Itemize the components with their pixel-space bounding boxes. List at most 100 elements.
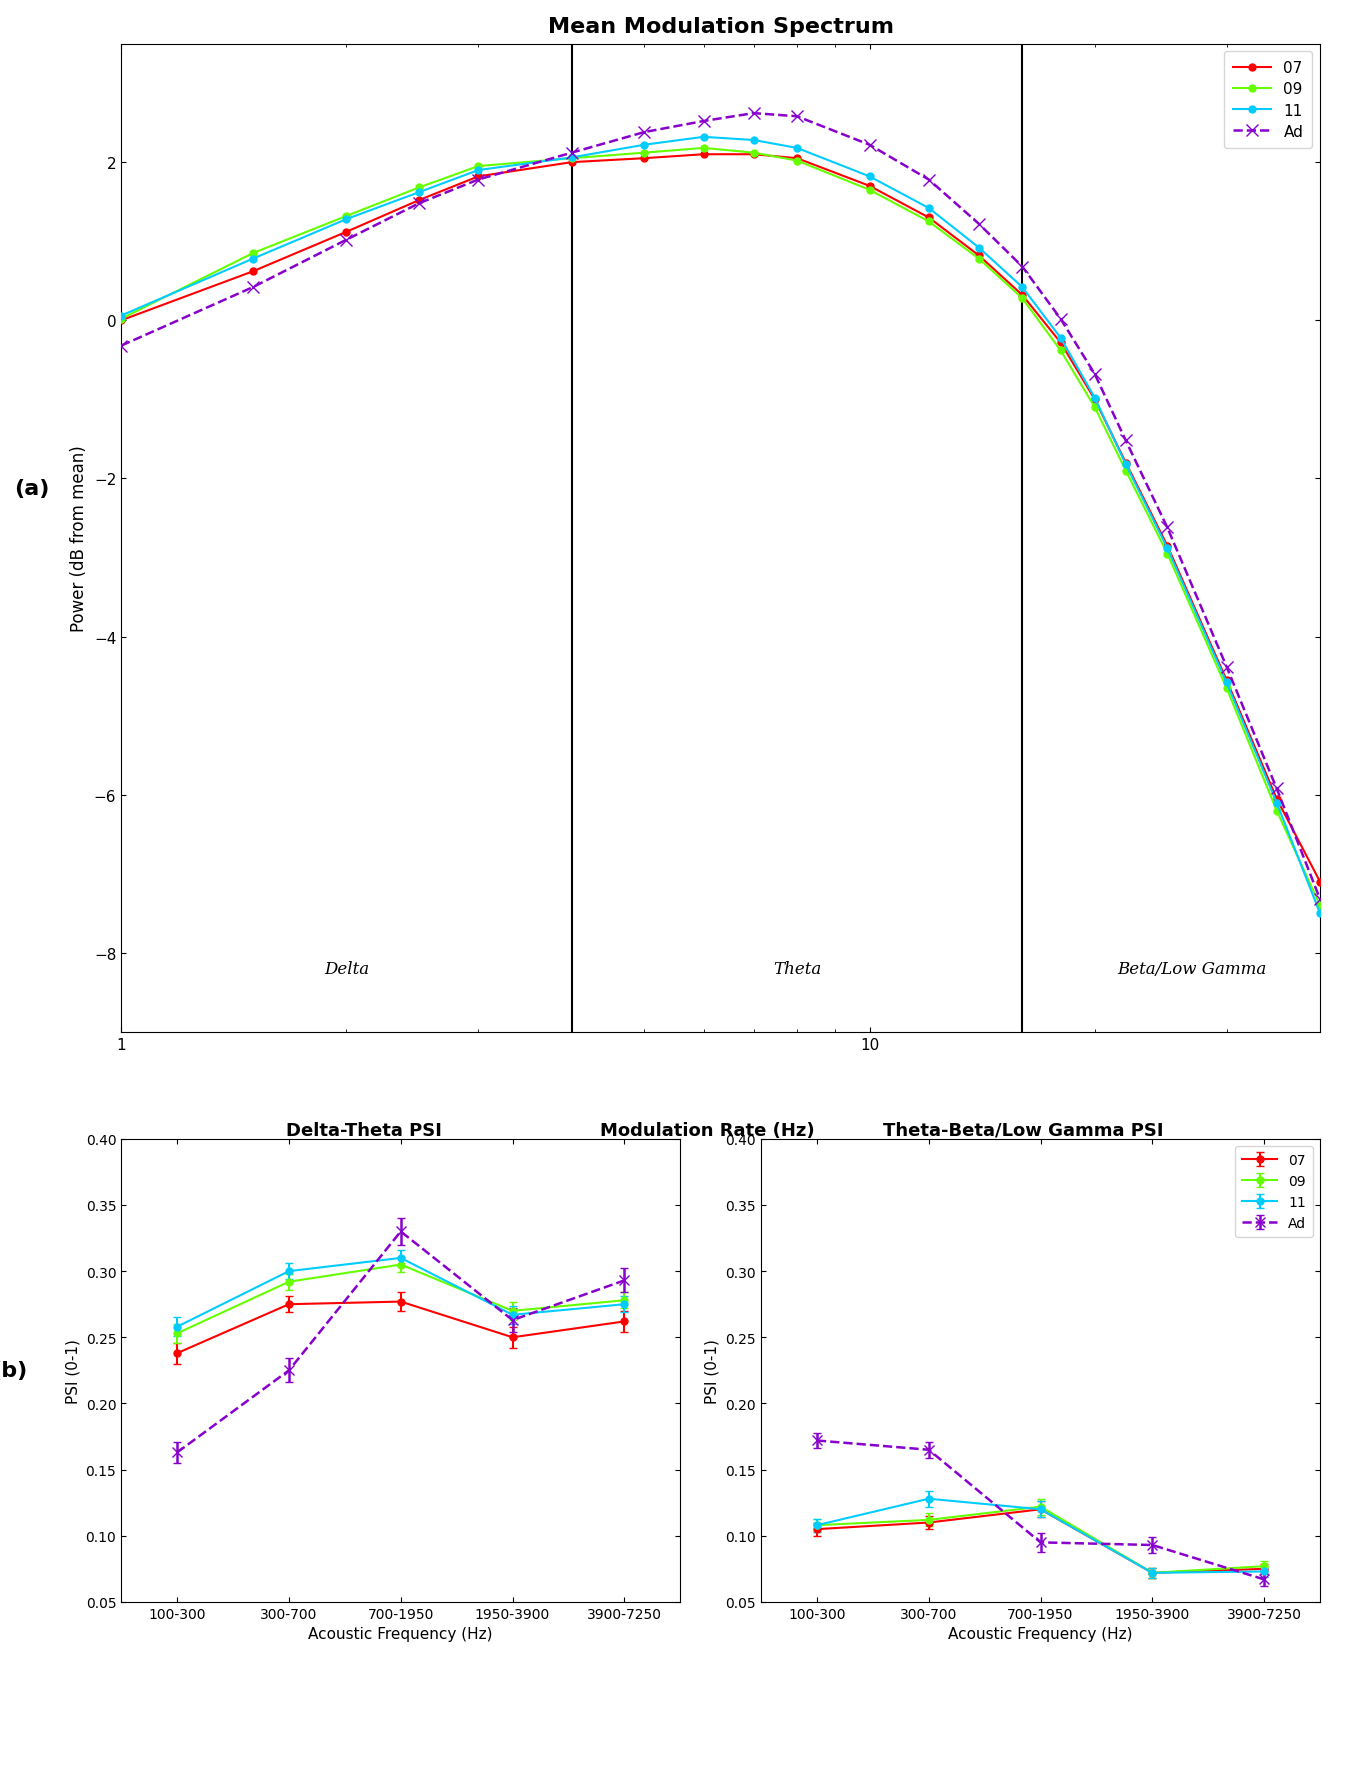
07	[1118, 452, 1134, 473]
11	[113, 306, 129, 328]
09	[1052, 340, 1068, 361]
09	[789, 151, 806, 173]
11	[1160, 538, 1176, 559]
07	[789, 148, 806, 169]
09	[695, 139, 711, 160]
Line: 09: 09	[117, 146, 1324, 910]
09	[470, 157, 486, 178]
Ad	[563, 142, 579, 164]
07	[411, 190, 427, 212]
Ad	[695, 112, 711, 134]
Ad	[245, 278, 261, 299]
Ad	[1312, 888, 1328, 910]
07	[245, 262, 261, 283]
07	[745, 144, 761, 166]
09	[971, 249, 987, 271]
09	[745, 142, 761, 164]
07	[1160, 536, 1176, 557]
11	[411, 182, 427, 203]
Ad	[789, 107, 806, 128]
11	[245, 249, 261, 271]
09	[921, 212, 938, 233]
09	[245, 244, 261, 265]
09	[1118, 461, 1134, 482]
11	[1052, 328, 1068, 349]
Ad	[636, 123, 652, 144]
Text: (a): (a)	[13, 479, 48, 498]
11	[338, 210, 354, 231]
Ad	[1052, 310, 1068, 331]
11	[921, 198, 938, 219]
09	[862, 180, 878, 201]
07	[695, 144, 711, 166]
07	[921, 208, 938, 230]
07	[636, 148, 652, 169]
11	[1014, 278, 1030, 299]
Text: (b): (b)	[0, 1360, 27, 1381]
Ad	[921, 169, 938, 190]
11	[636, 135, 652, 157]
07	[1087, 390, 1103, 411]
Ad	[1269, 778, 1285, 799]
Line: 07: 07	[117, 151, 1324, 886]
07	[1269, 789, 1285, 810]
Line: Ad: Ad	[116, 109, 1325, 906]
09	[411, 178, 427, 199]
Y-axis label: PSI (0-1): PSI (0-1)	[704, 1339, 719, 1403]
09	[338, 206, 354, 228]
Title: Mean Modulation Spectrum: Mean Modulation Spectrum	[548, 18, 893, 37]
09	[1087, 397, 1103, 418]
Text: Delta-Theta PSI: Delta-Theta PSI	[286, 1121, 442, 1139]
11	[1118, 454, 1134, 475]
07	[338, 222, 354, 244]
07	[113, 310, 129, 331]
11	[695, 126, 711, 148]
07	[862, 176, 878, 198]
Y-axis label: PSI (0-1): PSI (0-1)	[65, 1339, 79, 1403]
11	[563, 148, 579, 169]
09	[113, 310, 129, 331]
11	[1269, 792, 1285, 813]
Y-axis label: Power (dB from mean): Power (dB from mean)	[70, 445, 89, 632]
07	[1052, 333, 1068, 354]
09	[563, 148, 579, 169]
Line: 11: 11	[117, 134, 1324, 917]
09	[1269, 801, 1285, 822]
Ad	[470, 169, 486, 190]
Ad	[1118, 431, 1134, 452]
07	[1219, 669, 1235, 691]
Ad	[1160, 518, 1176, 539]
11	[789, 139, 806, 160]
09	[1219, 678, 1235, 700]
Ad	[971, 214, 987, 235]
Text: Delta: Delta	[323, 959, 369, 977]
Text: Theta: Theta	[773, 959, 822, 977]
Legend: 07, 09, 11, Ad: 07, 09, 11, Ad	[1224, 52, 1312, 150]
11	[1312, 902, 1328, 924]
Ad	[862, 135, 878, 157]
07	[971, 246, 987, 267]
11	[971, 239, 987, 260]
07	[1312, 872, 1328, 894]
11	[745, 130, 761, 151]
09	[1160, 543, 1176, 564]
Legend: 07, 09, 11, Ad: 07, 09, 11, Ad	[1235, 1146, 1313, 1237]
Ad	[1087, 365, 1103, 386]
11	[862, 167, 878, 189]
11	[1087, 388, 1103, 409]
09	[1014, 288, 1030, 310]
07	[1014, 285, 1030, 306]
07	[563, 153, 579, 174]
09	[1312, 895, 1328, 917]
X-axis label: Acoustic Frequency (Hz): Acoustic Frequency (Hz)	[308, 1627, 493, 1641]
Ad	[338, 230, 354, 251]
Ad	[745, 103, 761, 125]
X-axis label: Acoustic Frequency (Hz): Acoustic Frequency (Hz)	[948, 1627, 1133, 1641]
Ad	[1219, 657, 1235, 678]
Ad	[1014, 256, 1030, 278]
Text: Beta/Low Gamma: Beta/Low Gamma	[1118, 959, 1268, 977]
Text: Theta-Beta/Low Gamma PSI: Theta-Beta/Low Gamma PSI	[884, 1121, 1164, 1139]
07	[470, 167, 486, 189]
Ad	[411, 194, 427, 215]
Text: Modulation Rate (Hz): Modulation Rate (Hz)	[599, 1121, 815, 1139]
